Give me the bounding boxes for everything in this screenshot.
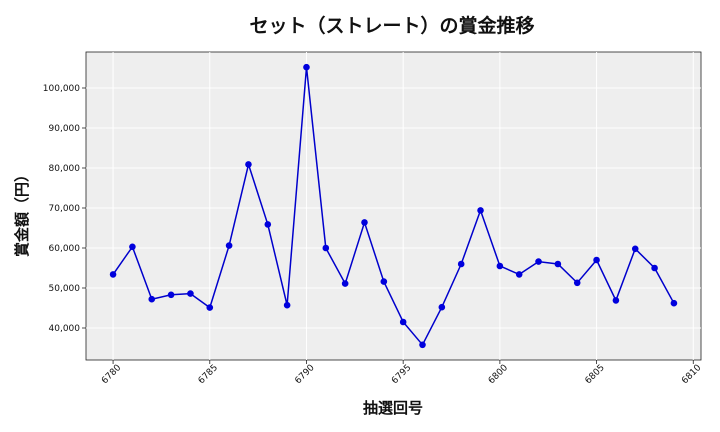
data-point (206, 304, 214, 311)
data-point (457, 260, 465, 268)
y-axis-ticks: 40,000 50,000 60,000 70,000 80,000 90,000 100,… (43, 84, 86, 334)
data-point (341, 280, 349, 287)
data-point (322, 244, 330, 252)
x-tick-label: 6790 (293, 363, 316, 386)
data-point (573, 279, 581, 287)
y-tick-label: 40,000 (49, 324, 81, 334)
data-point (535, 258, 542, 265)
data-point (593, 256, 600, 264)
data-point (361, 219, 368, 226)
y-tick-label: 70,000 (49, 204, 81, 214)
x-tick-label: 6795 (390, 363, 413, 386)
data-point (651, 264, 658, 272)
data-point (380, 278, 388, 285)
y-axis-label: 賞金額（円） (13, 167, 31, 257)
data-point (631, 245, 639, 253)
data-point (515, 271, 523, 278)
grid-lines (86, 52, 701, 360)
data-point (187, 290, 194, 297)
series-line (112, 67, 675, 347)
y-tick-label: 100,000 (43, 84, 80, 94)
data-point (148, 295, 156, 303)
x-tick-label: 6810 (680, 363, 703, 386)
x-tick-label: 6785 (197, 363, 220, 386)
data-point (129, 243, 136, 251)
data-point (670, 299, 678, 307)
data-point (419, 341, 426, 349)
data-point (496, 262, 504, 270)
data-point (109, 271, 117, 278)
data-point (477, 207, 484, 214)
data-point (225, 242, 233, 249)
x-tick-label: 6780 (100, 363, 123, 386)
data-point (245, 161, 252, 168)
x-axis-ticks: 6780 6785 6790 6795 6800 6805 6810 (100, 360, 704, 386)
data-point (399, 318, 407, 326)
data-point (264, 221, 272, 228)
x-tick-label: 6800 (487, 363, 510, 386)
data-point (438, 303, 446, 311)
data-point (283, 301, 291, 309)
data-point (554, 260, 562, 268)
data-point (167, 291, 175, 299)
data-point (303, 63, 310, 71)
series-group (109, 63, 678, 349)
y-tick-label: 50,000 (49, 284, 81, 294)
y-tick-label: 60,000 (49, 244, 81, 254)
y-tick-label: 90,000 (49, 124, 81, 134)
x-axis-label: 抽選回号 (363, 399, 423, 417)
x-tick-label: 6805 (584, 363, 607, 386)
plot-area (85, 51, 702, 361)
data-point (612, 297, 620, 304)
y-tick-label: 80,000 (49, 164, 81, 174)
chart-title: セット（ストレート）の賞金推移 (249, 14, 534, 37)
